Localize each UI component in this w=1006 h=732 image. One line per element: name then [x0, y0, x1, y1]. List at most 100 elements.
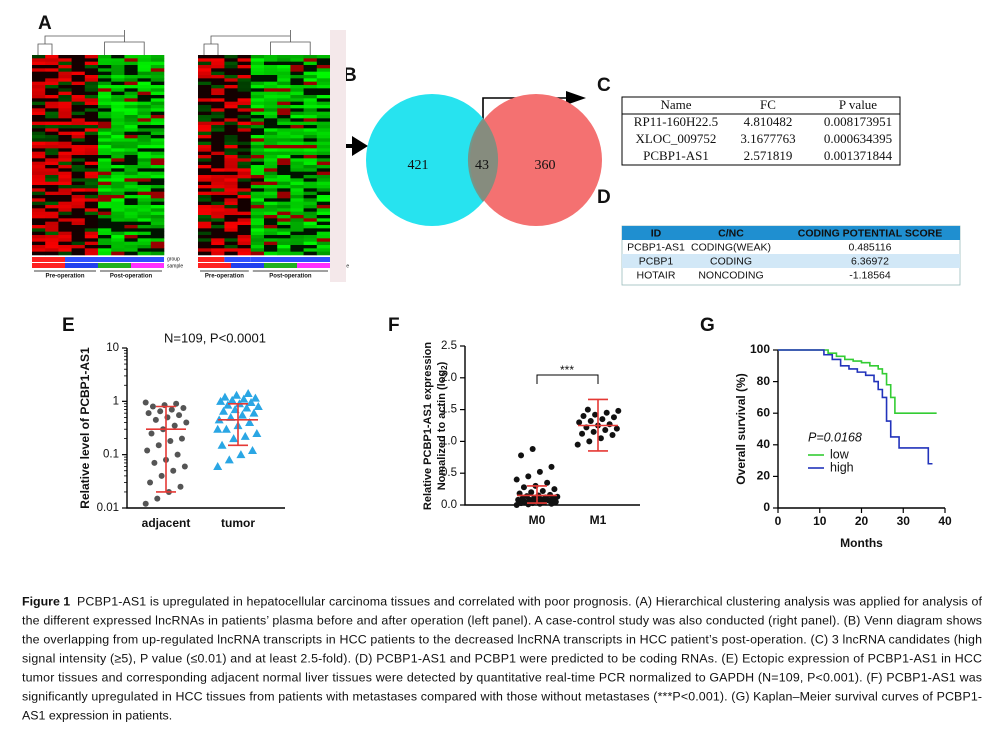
heatmap-cell	[84, 231, 99, 236]
heatmap-cell	[111, 128, 125, 132]
heatmap-cell	[84, 228, 99, 232]
heatmap-cell	[290, 181, 304, 186]
heatmap-cell	[98, 131, 112, 136]
heatmap-cell	[84, 138, 99, 142]
heatmap-cell	[303, 151, 318, 156]
heatmap-cell	[98, 105, 112, 109]
heatmap-cell	[98, 125, 112, 129]
heatmap-cell	[45, 235, 59, 239]
heatmap-cell	[124, 125, 138, 129]
heatmap-cell	[58, 211, 72, 216]
heatmap-cell	[290, 175, 304, 179]
heatmap-cell	[303, 211, 318, 216]
heatmap-cell	[316, 185, 331, 189]
heatmap-cell	[84, 211, 99, 216]
heatmap-cell	[224, 225, 238, 229]
heatmap-cell	[84, 61, 99, 66]
heatmap-cell	[32, 95, 46, 99]
annotation-bar	[297, 263, 330, 268]
heatmap-cell	[32, 81, 46, 86]
heatmap-cell	[198, 118, 212, 122]
heatmap-cell	[58, 135, 72, 139]
heatmap-cell	[277, 98, 291, 102]
venn-count: 360	[535, 158, 556, 173]
heatmap-cell	[124, 98, 138, 102]
heatmap-cell	[277, 195, 291, 199]
heatmap-cell	[224, 138, 238, 142]
heatmap-cell	[111, 228, 125, 232]
heatmap-cell	[111, 241, 125, 246]
heatmap-cell	[237, 175, 252, 179]
heatmap-cell	[277, 138, 291, 142]
y-tick-label: 60	[757, 405, 771, 419]
x-tick-label: M0	[529, 513, 546, 527]
heatmap-cell	[211, 218, 225, 222]
y-tick-label: 1	[113, 395, 119, 407]
heatmap-cell	[71, 68, 86, 72]
heatmap-cell	[316, 181, 331, 186]
heatmap-cell	[277, 115, 291, 119]
heatmap-cell	[277, 65, 291, 69]
heatmap-cell	[98, 158, 112, 162]
heatmap-cell	[237, 221, 252, 226]
heatmap-cell	[84, 125, 99, 129]
heatmap-cell	[71, 231, 86, 236]
heatmap-cell	[124, 165, 138, 169]
heatmap-cell	[250, 118, 265, 122]
x-tick-label: adjacent	[142, 516, 191, 530]
heatmap-cell	[277, 175, 291, 179]
data-point	[157, 408, 164, 415]
heatmap-cell	[58, 141, 72, 146]
heatmap-cell	[32, 91, 46, 96]
heatmap-cell	[150, 205, 165, 209]
heatmap-cell	[124, 155, 138, 159]
heatmap-cell	[198, 165, 212, 169]
heatmap-cell	[137, 241, 152, 246]
annotation: P=0.0168	[808, 430, 862, 444]
heatmap-cell	[198, 91, 212, 96]
y-tick-label: 0.0	[441, 499, 457, 511]
heatmap-cell	[211, 151, 225, 156]
heatmap-cell	[198, 201, 212, 206]
heatmap-cell	[290, 201, 304, 206]
heatmap-cell	[71, 78, 86, 82]
heatmap-cell	[277, 108, 291, 112]
data-point	[149, 403, 156, 410]
heatmap-cell	[303, 88, 318, 92]
heatmap-cell	[84, 55, 99, 59]
heatmap-cell	[84, 221, 99, 226]
heatmap-cell	[290, 98, 304, 102]
heatmap-cell	[316, 201, 331, 206]
heatmap-cell	[98, 121, 112, 126]
legend-label: low	[830, 447, 850, 461]
heatmap-cell	[290, 101, 304, 106]
heatmap-cell	[211, 135, 225, 139]
heatmap-cell	[277, 88, 291, 92]
heatmap-cell	[150, 178, 165, 182]
heatmap-cell	[316, 88, 331, 92]
heatmap-cell	[250, 208, 265, 212]
heatmap-cell	[71, 178, 86, 182]
heatmap-cell	[71, 228, 86, 232]
heatmap-cell	[224, 98, 238, 102]
y-axis-label: Nomalized to actin (log2)	[436, 361, 449, 490]
heatmap-cell	[58, 118, 72, 122]
heatmap-cell	[124, 231, 138, 236]
heatmap-cell	[45, 128, 59, 132]
heatmap-cell	[137, 68, 152, 72]
heatmap-cell	[264, 158, 278, 162]
heatmap-cell	[224, 88, 238, 92]
heatmap-cell	[111, 58, 125, 62]
heatmap-cell	[277, 238, 291, 242]
heatmap-cell	[211, 168, 225, 172]
heatmap-cell	[84, 95, 99, 99]
heatmap-cell	[277, 55, 291, 59]
heatmap-cell	[111, 175, 125, 179]
heatmap-cell	[98, 225, 112, 229]
heatmap-cell	[32, 191, 46, 196]
heatmap-cell	[150, 175, 165, 179]
data-point	[520, 484, 527, 491]
heatmap-cell	[224, 171, 238, 176]
heatmap-cell	[124, 248, 138, 252]
heatmap-cell	[211, 205, 225, 209]
